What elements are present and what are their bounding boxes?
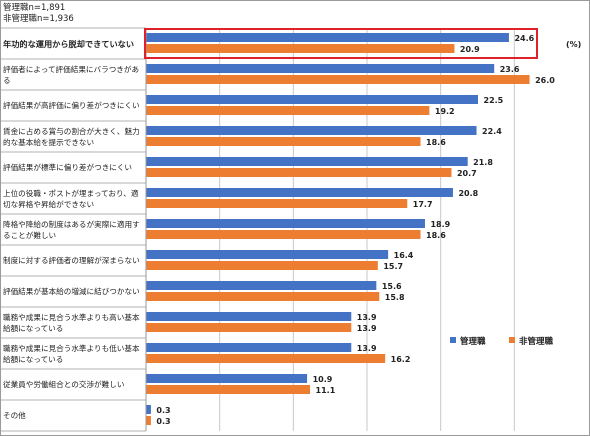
bar-non-manager: [146, 292, 380, 301]
bar-manager: [146, 281, 377, 290]
data-label-manager: 22.4: [482, 127, 502, 136]
legend-item-manager: 管理職: [450, 335, 486, 347]
data-label-non-manager: 17.7: [413, 200, 433, 209]
bar-manager: [146, 405, 151, 414]
category-label: 評価結果が標準に偏り差がつきにくい: [3, 163, 132, 172]
bar-non-manager: [146, 137, 421, 146]
data-label-manager: 20.8: [458, 189, 478, 198]
data-label-manager: 23.6: [500, 65, 520, 74]
data-label-manager: 18.9: [430, 220, 450, 229]
bar-manager: [146, 250, 389, 259]
category-label: 賃金に占める賞与の割合が大きく、魅力的な基本給を提示できない: [3, 126, 140, 147]
data-label-non-manager: 13.9: [357, 324, 377, 333]
bar-non-manager: [146, 323, 352, 332]
bar-manager: [146, 64, 495, 73]
bar-non-manager: [146, 75, 530, 84]
data-label-non-manager: 11.1: [316, 386, 336, 395]
bar-manager: [146, 188, 453, 197]
bar-non-manager: [146, 106, 430, 115]
data-label-manager: 24.6: [514, 34, 534, 43]
bar-manager: [146, 157, 468, 166]
data-label-non-manager: 18.6: [426, 231, 446, 240]
category-label: 制度に対する評価者の理解が深まらない: [3, 256, 140, 265]
bar-manager: [146, 95, 478, 104]
sample-size-non-manager: 非管理職n=1,936: [3, 14, 74, 24]
bar-manager: [146, 219, 425, 228]
data-label-non-manager: 15.7: [383, 262, 403, 271]
legend-swatch-manager: [450, 337, 456, 343]
bar-manager: [146, 374, 308, 383]
bar-non-manager: [146, 261, 378, 270]
category-label: 評価結果が高評価に偏り差がつきにくい: [3, 101, 140, 110]
data-label-manager: 22.5: [484, 96, 504, 105]
bar-manager: [146, 312, 352, 321]
data-label-non-manager: 20.7: [457, 169, 477, 178]
bar-non-manager: [146, 168, 452, 177]
highlight-box: [144, 28, 538, 59]
data-label-manager: 10.9: [313, 375, 333, 384]
category-label: 従業員や労働組合との交渉が難しい: [3, 380, 125, 389]
bar-non-manager: [146, 416, 151, 425]
category-label: 職務や成果に見合う水準よりも高い基本給額になっている: [3, 312, 140, 333]
data-label-non-manager: 20.9: [460, 45, 480, 54]
legend-swatch-non-manager: [509, 337, 515, 343]
bar-non-manager: [146, 385, 311, 394]
category-label: 評価結果が基本給の増減に結びつかない: [3, 287, 140, 296]
data-label-manager: 13.9: [357, 313, 377, 322]
data-label-manager: 13.9: [357, 344, 377, 353]
category-label: 降格や降給の制度はあるが実際に適用することが難しい: [3, 219, 140, 240]
bar-non-manager: [146, 354, 386, 363]
legend-label-non-manager: 非管理職: [519, 337, 554, 347]
category-label: その他: [3, 411, 26, 420]
data-label-non-manager: 16.2: [391, 355, 411, 364]
data-label-non-manager: 18.6: [426, 138, 446, 147]
category-label: 年功的な運用から脱却できていない: [3, 38, 135, 49]
unit-label: (%): [566, 40, 582, 49]
bar-manager: [146, 126, 477, 135]
category-label: 評価者によって評価結果にバラつきがある: [3, 64, 140, 85]
data-label-manager: 21.8: [473, 158, 493, 167]
bar-non-manager: [146, 44, 455, 53]
data-label-manager: 15.6: [382, 282, 402, 291]
data-label-non-manager: 0.3: [156, 417, 170, 426]
legend-item-non-manager: 非管理職: [509, 335, 553, 347]
bar-manager: [146, 33, 509, 42]
category-label: 上位の役職・ポストが埋まっており、適切な昇格や昇給ができない: [3, 188, 139, 209]
bar-manager: [146, 343, 352, 352]
data-label-non-manager: 26.0: [535, 76, 555, 85]
data-label-non-manager: 19.2: [435, 107, 455, 116]
data-label-manager: 16.4: [394, 251, 414, 260]
data-label-manager: 0.3: [156, 406, 170, 415]
legend-label-manager: 管理職: [460, 337, 486, 347]
bar-non-manager: [146, 230, 421, 239]
bar-non-manager: [146, 199, 408, 208]
category-label: 職務や成果に見合う水準よりも低い基本給額になっている: [3, 343, 140, 364]
data-label-non-manager: 15.8: [385, 293, 405, 302]
sample-size-manager: 管理職n=1,891: [3, 3, 66, 13]
